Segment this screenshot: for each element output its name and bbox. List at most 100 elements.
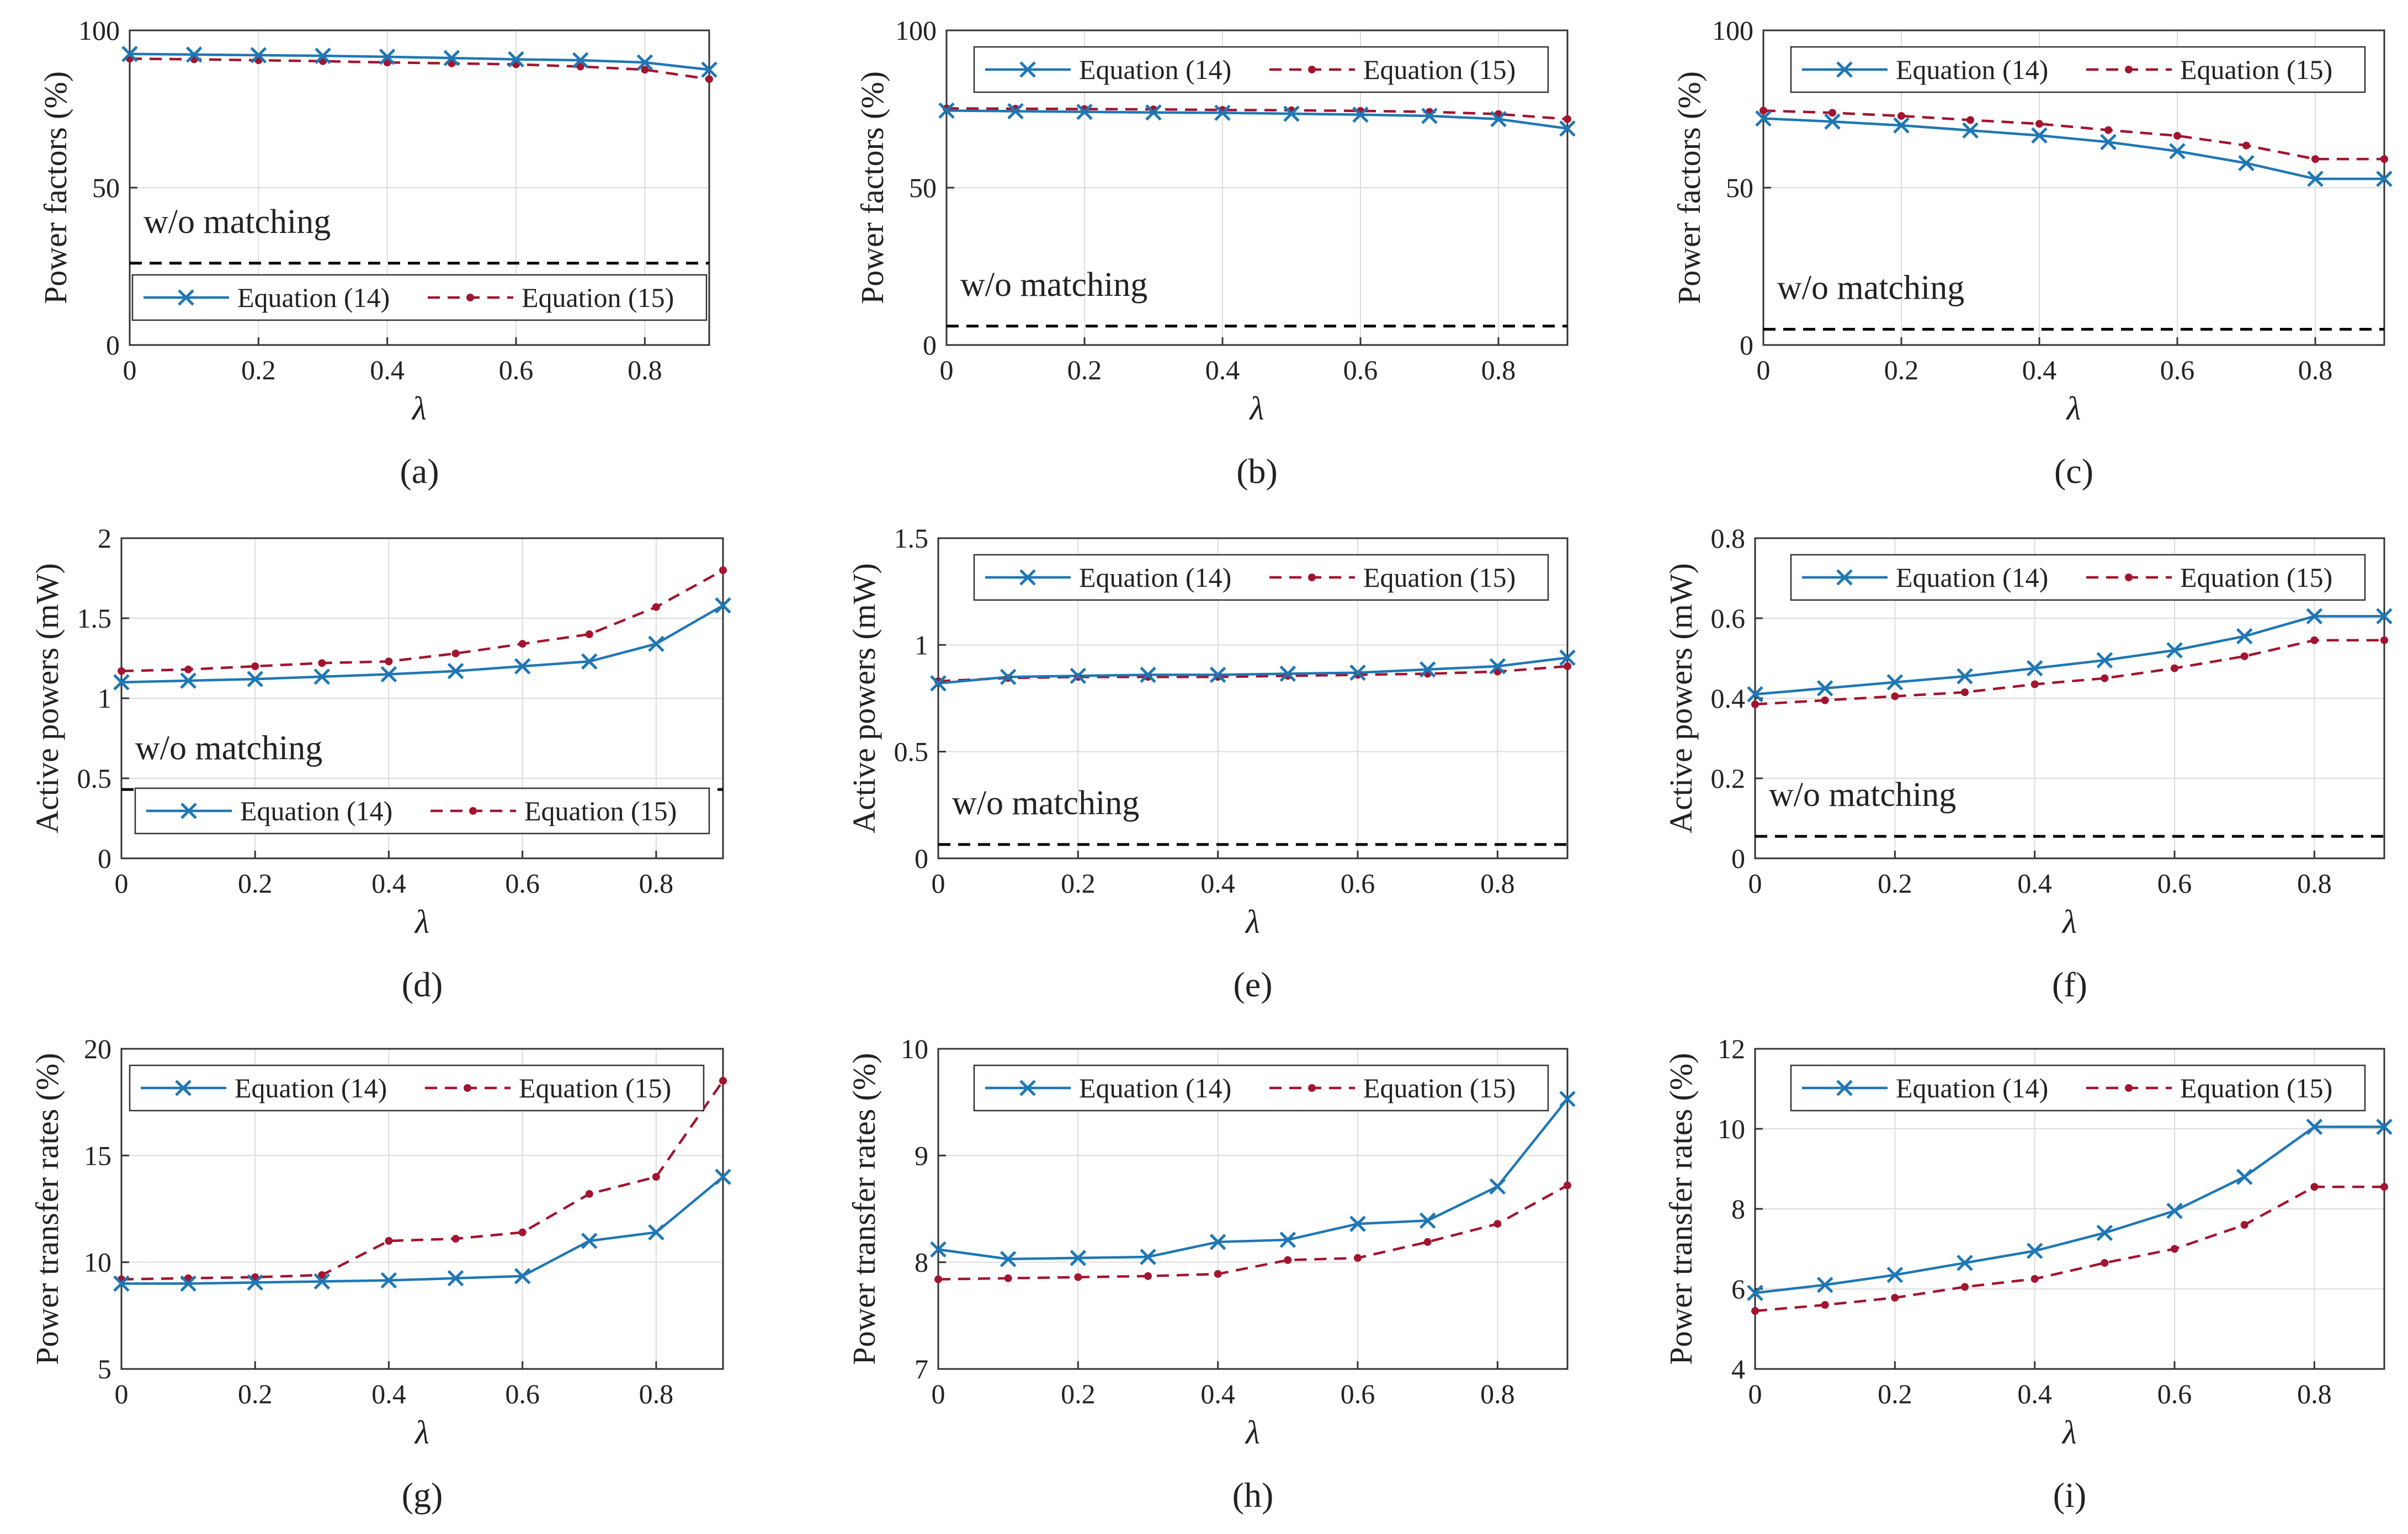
series-line-eq14 <box>129 52 710 71</box>
x-tick-label: 0.6 <box>2157 1378 2192 1409</box>
series-line-eq15 <box>938 1184 1569 1281</box>
legend-label-eq15: Equation (15) <box>519 1073 671 1103</box>
data-point-eq14 <box>1140 666 1156 683</box>
data-point-eq14 <box>1893 117 1910 134</box>
series-line-eq15 <box>121 1080 724 1281</box>
panel-e: 0 0.2 0.4 0.6 0.8 0 0.5 1 1.5 λ Active powers (mW)… <box>846 523 1576 1004</box>
x-tick-label: 0 <box>115 868 129 899</box>
y-tick-label: 9 <box>915 1140 928 1171</box>
y-tick-label: 8 <box>1731 1193 1745 1224</box>
data-point-eq15 <box>251 662 259 670</box>
y-tick-label: 7 <box>915 1353 928 1384</box>
y-tick-label: 50 <box>92 172 120 203</box>
data-point-eq14 <box>1489 658 1506 675</box>
y-axis-label: Active powers (mW) <box>1663 563 1699 834</box>
data-point-eq15 <box>705 75 713 83</box>
x-tick-label: 0.8 <box>2298 354 2333 385</box>
data-point-eq14 <box>2166 642 2183 659</box>
y-tick-label: 5 <box>98 1353 111 1384</box>
data-point-eq14 <box>938 102 955 119</box>
data-point-eq14 <box>1070 1250 1087 1266</box>
y-tick-label: 12 <box>1718 1033 1745 1064</box>
data-point-eq15 <box>385 1237 393 1245</box>
panel-caption: (a) <box>400 452 439 491</box>
data-point-eq14 <box>1279 665 1296 682</box>
data-point-eq14 <box>715 1169 731 1185</box>
series-line-eq14 <box>121 604 724 684</box>
x-tick-label: 0.4 <box>2017 868 2052 899</box>
data-point-eq14 <box>447 1270 464 1287</box>
x-tick-label: 0.2 <box>1067 354 1102 385</box>
y-tick-label: 1.5 <box>77 603 112 634</box>
data-point-eq15 <box>518 640 527 648</box>
data-point-eq15 <box>2242 141 2250 150</box>
y-axis-label: Power factors (%) <box>38 71 73 304</box>
legend-marker-eq15-icon <box>2125 574 2133 581</box>
data-point-eq15 <box>385 657 393 666</box>
data-point-eq14 <box>2096 1224 2113 1241</box>
x-tick-label: 0.4 <box>2022 354 2057 385</box>
panel-caption: (g) <box>402 1475 443 1515</box>
x-tick-label: 0 <box>932 868 945 899</box>
data-point-eq14 <box>514 1268 531 1284</box>
data-point-eq14 <box>113 1275 130 1292</box>
data-point-eq14 <box>2169 143 2186 160</box>
plot-frame <box>937 1048 1569 1370</box>
panel-caption: (h) <box>1232 1475 1274 1515</box>
y-tick-label: 0 <box>106 330 120 360</box>
x-tick-label: 0.2 <box>241 354 276 385</box>
panel-h: 0 0.2 0.4 0.6 0.8 7 8 9 10 λ Power transfer rates … <box>846 1033 1576 1515</box>
y-tick-label: 4 <box>1731 1353 1745 1384</box>
data-point-eq14 <box>1007 103 1024 120</box>
legend: Equation (14) Equation (15) <box>131 274 708 321</box>
data-point-eq15 <box>2173 131 2181 140</box>
data-point-eq14 <box>1559 1091 1576 1107</box>
data-point-eq15 <box>318 1271 326 1279</box>
data-point-eq15 <box>1564 115 1571 123</box>
data-point-eq14 <box>1421 108 1438 124</box>
y-tick-label: 1 <box>98 683 111 714</box>
data-point-eq14 <box>1490 110 1507 128</box>
data-point-eq14 <box>1419 661 1436 678</box>
y-tick-label: 0.5 <box>77 763 112 794</box>
x-tick-label: 0.4 <box>2017 1378 2052 1409</box>
data-point-eq15 <box>1284 1256 1292 1264</box>
data-point-eq15 <box>1891 1293 1899 1302</box>
data-point-eq14 <box>930 1241 947 1258</box>
y-tick-label: 10 <box>901 1033 928 1064</box>
x-tick-label: 0.6 <box>2157 868 2192 899</box>
panel-caption: (f) <box>2052 965 2087 1004</box>
data-point-eq14 <box>2238 155 2255 172</box>
data-point-eq14 <box>1816 1276 1833 1293</box>
data-point-eq14 <box>1140 1249 1156 1265</box>
y-tick-label: 20 <box>84 1033 111 1064</box>
data-point-eq15 <box>1751 700 1759 708</box>
y-tick-label: 0 <box>923 330 937 360</box>
x-tick-label: 0.4 <box>1205 354 1240 385</box>
data-point-eq14 <box>572 52 589 68</box>
y-tick-label: 0.2 <box>1711 763 1746 794</box>
data-point-eq15 <box>451 649 460 657</box>
legend-label-eq14: Equation (14) <box>240 795 392 826</box>
data-point-eq14 <box>581 653 598 670</box>
data-point-eq14 <box>514 658 531 675</box>
data-point-eq15 <box>1564 1181 1571 1190</box>
y-tick-label: 0.4 <box>1711 683 1746 714</box>
x-tick-label: 0 <box>1757 354 1771 385</box>
data-point-eq14 <box>715 597 731 614</box>
baseline-label: w/o matching <box>1769 776 1956 814</box>
data-point-eq14 <box>2031 127 2048 144</box>
legend-label-eq15: Equation (15) <box>2180 1073 2332 1103</box>
plot-frame <box>937 537 1569 859</box>
y-tick-label: 15 <box>84 1140 111 1171</box>
data-point-eq14 <box>313 1273 331 1290</box>
data-point-eq15 <box>1074 1273 1082 1281</box>
baseline-label: w/o matching <box>143 203 331 241</box>
panel-caption: (c) <box>2054 452 2093 491</box>
y-tick-label: 1.5 <box>894 523 929 554</box>
legend-label-eq14: Equation (14) <box>235 1073 387 1103</box>
x-tick-label: 0.2 <box>238 868 273 899</box>
legend: Equation (14) Equation (15) <box>973 554 1549 601</box>
data-point-eq14 <box>180 672 196 689</box>
